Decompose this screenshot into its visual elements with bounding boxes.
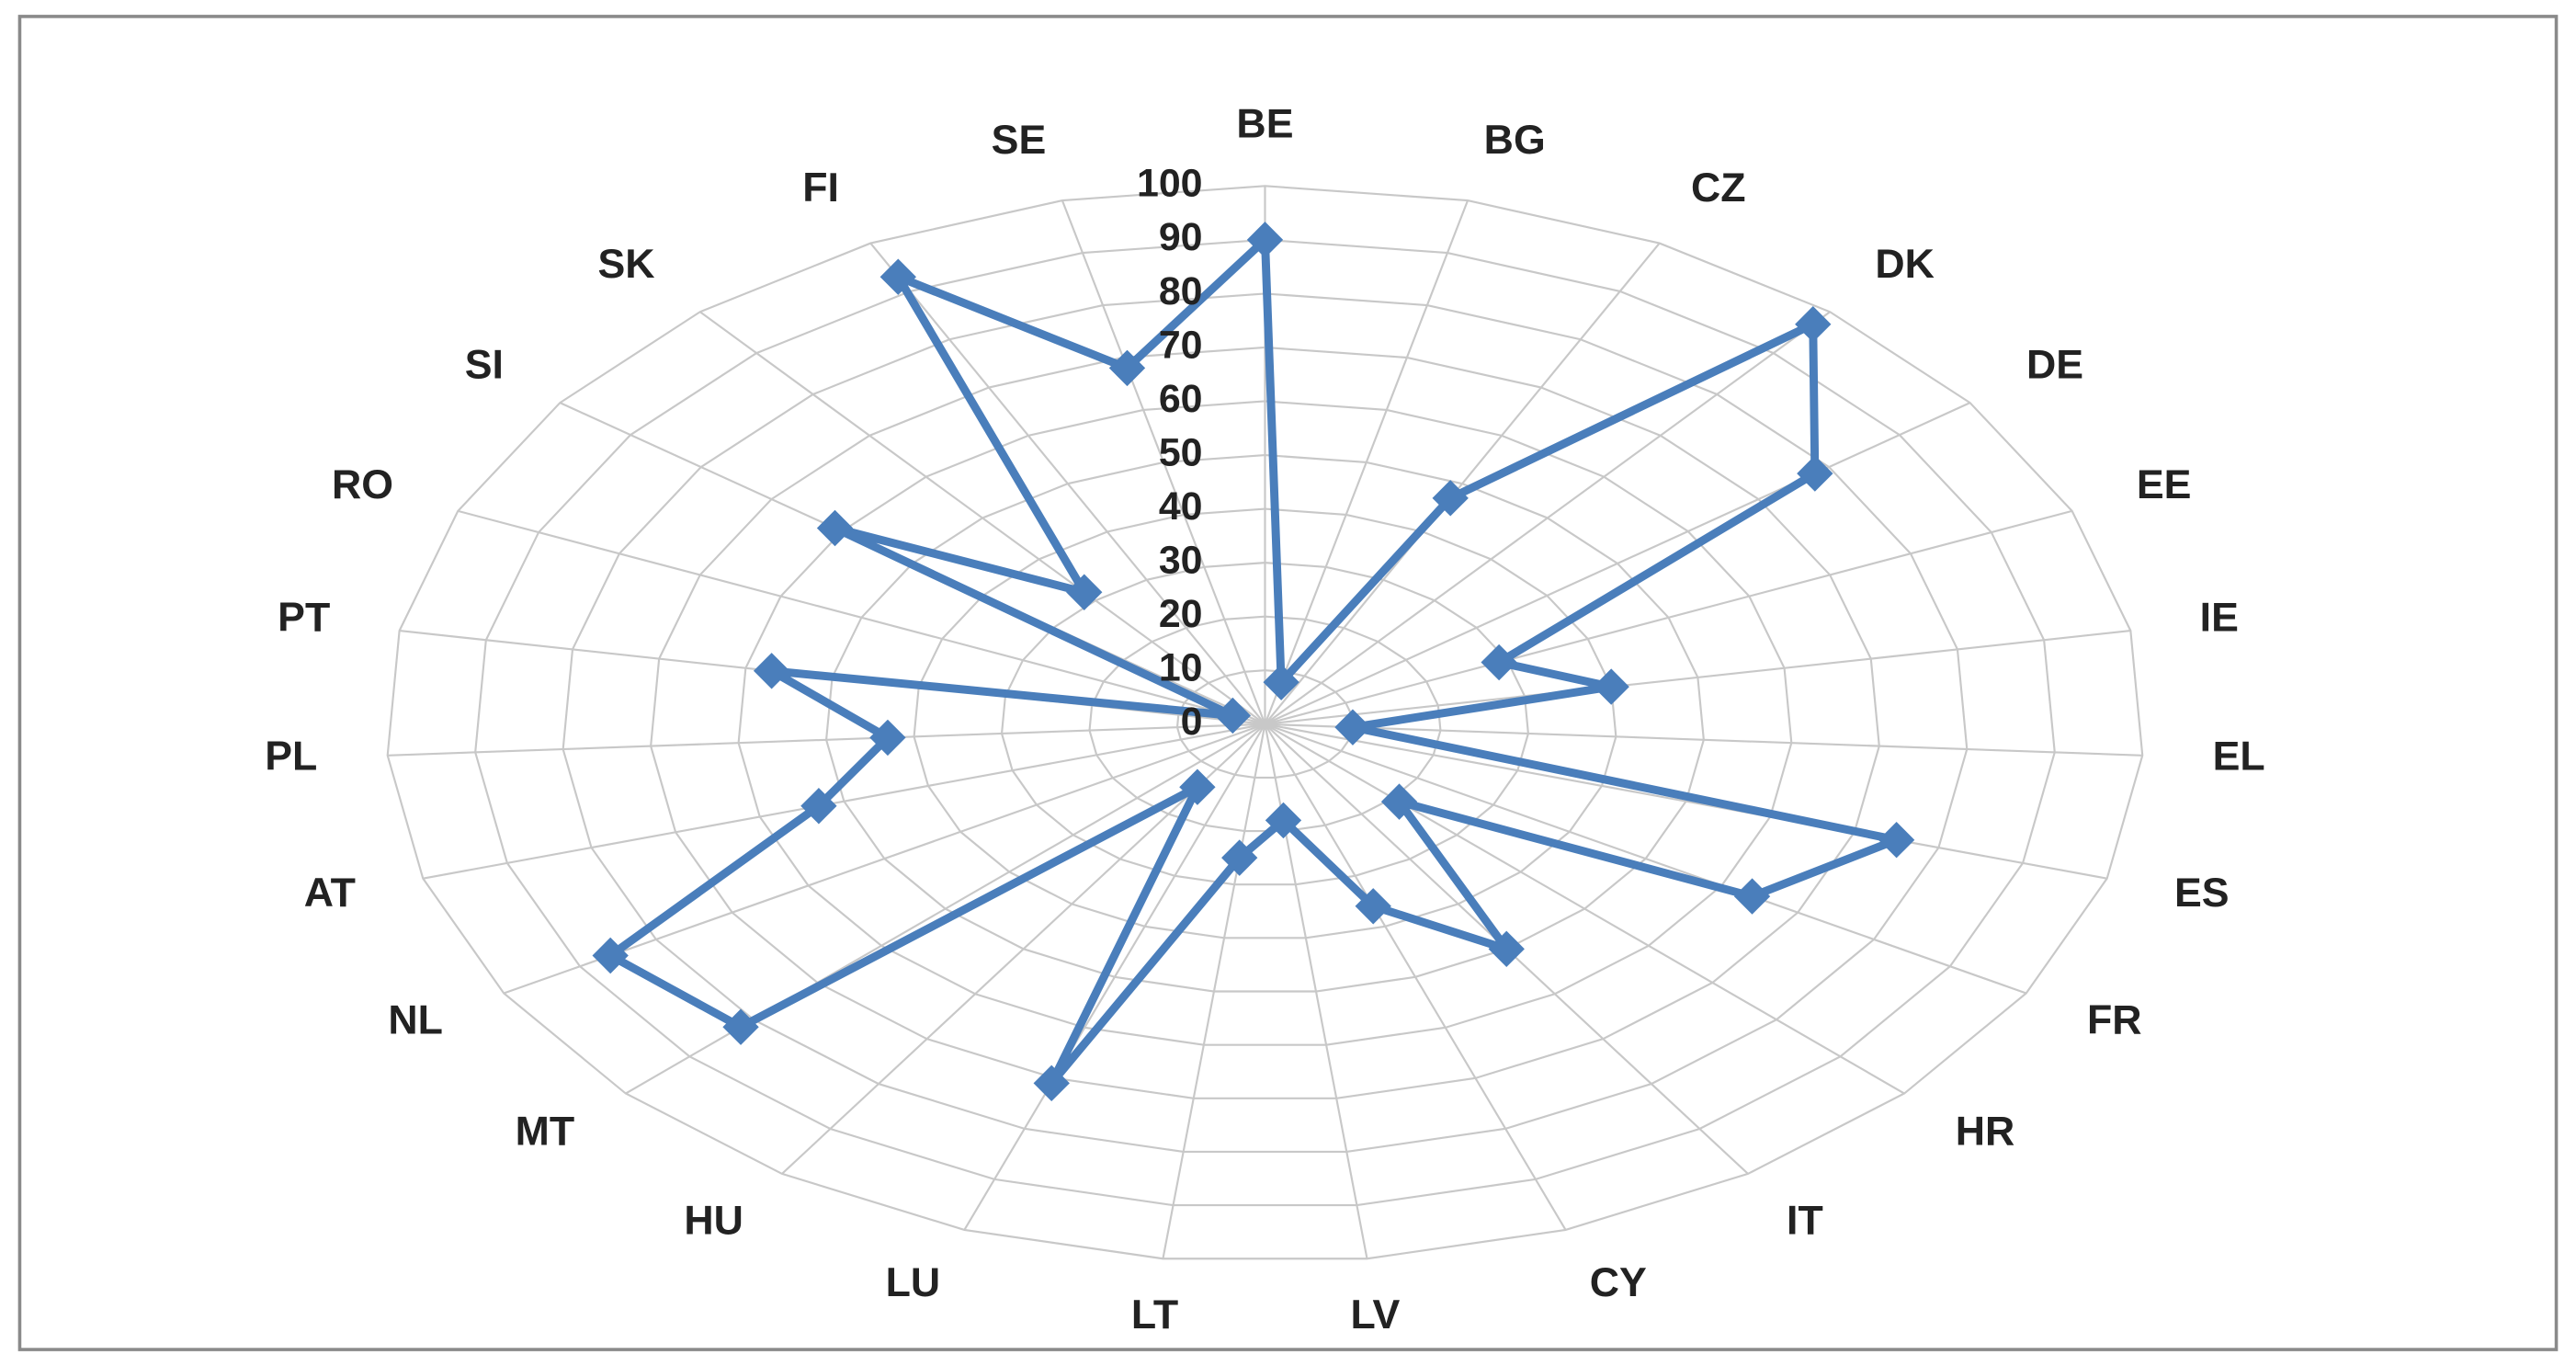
category-label: SI [465, 342, 504, 387]
data-marker [816, 509, 854, 547]
category-label: IT [1787, 1198, 1823, 1243]
grid-ring [1000, 562, 1529, 886]
spoke [1264, 242, 1661, 725]
data-marker [1108, 349, 1146, 387]
spoke [423, 723, 1265, 880]
data-marker [1380, 783, 1418, 820]
spoke [1264, 723, 1567, 1231]
category-label: ES [2174, 871, 2230, 916]
data-marker [1878, 821, 1915, 859]
grid-ring [737, 400, 1793, 1046]
spoke [1265, 723, 2027, 995]
r-tick-label: 80 [1159, 269, 1203, 313]
spoke [1264, 199, 1470, 725]
r-tick-label: 30 [1159, 538, 1203, 582]
data-marker [1733, 878, 1771, 915]
data-marker [753, 653, 790, 689]
series [592, 222, 1915, 1102]
spoke [963, 723, 1266, 1231]
category-label: DK [1875, 242, 1935, 287]
grid-ring [386, 185, 2144, 1260]
r-tick-label: 0 [1181, 700, 1203, 744]
spoke [1264, 723, 1905, 1095]
data-marker [1488, 930, 1525, 968]
data-marker [1221, 839, 1258, 876]
category-label: EE [2137, 462, 2192, 507]
data-marker [1214, 697, 1252, 734]
r-tick-label: 10 [1159, 646, 1203, 690]
data-marker [1797, 455, 1833, 492]
spoke [1265, 630, 2131, 725]
category-label: EL [2213, 734, 2265, 779]
grid-ring [474, 238, 2056, 1207]
grid-ring [562, 292, 1969, 1154]
category-label: LU [886, 1260, 941, 1305]
spoke [458, 509, 1265, 725]
category-label: HR [1956, 1110, 2015, 1155]
category-label: PT [278, 596, 330, 641]
data-marker [1263, 664, 1299, 700]
r-tick-label: 100 [1137, 162, 1203, 206]
spoke [1162, 723, 1266, 1259]
category-label: NL [388, 997, 443, 1042]
category-label: DE [2026, 342, 2083, 387]
grid-ring [650, 346, 1880, 1099]
category-label: SK [597, 242, 654, 287]
r-tick-label: 50 [1159, 430, 1203, 474]
data-marker [1795, 306, 1832, 343]
category-label: PL [265, 734, 317, 779]
category-label: CZ [1691, 165, 1746, 211]
spoke [1061, 199, 1266, 725]
r-tick-label: 70 [1159, 323, 1203, 367]
r-tick-label: 60 [1159, 377, 1203, 421]
data-marker [879, 258, 916, 295]
data-marker [800, 788, 837, 825]
data-marker [722, 1008, 759, 1045]
data-marker [1066, 574, 1103, 610]
spoke [1265, 723, 2143, 757]
r-tick-label: 20 [1159, 592, 1203, 636]
data-marker [1246, 222, 1284, 258]
series-line [606, 235, 1901, 1087]
category-label: FI [802, 165, 839, 211]
spoke [1265, 723, 2107, 880]
category-label: FR [2087, 997, 2142, 1042]
spoke [503, 723, 1265, 995]
category-label: AT [304, 871, 356, 916]
category-label: SE [992, 118, 1047, 163]
spoke [699, 311, 1266, 725]
data-marker [1355, 888, 1391, 925]
category-label: HU [684, 1198, 743, 1243]
spoke [781, 723, 1266, 1175]
data-marker [1179, 768, 1216, 805]
r-tick-label: 40 [1159, 484, 1203, 529]
category-label: MT [516, 1110, 575, 1155]
grid-ring [825, 453, 1705, 993]
spoke [1265, 402, 1971, 725]
category-label: RO [332, 462, 393, 507]
data-marker [1033, 1064, 1070, 1102]
labels: 0 10 20 30 40 50 60 70 80 90 100 BE BG CZ DK DE EE IE EL ES… [265, 102, 2265, 1338]
category-label: LT [1131, 1292, 1178, 1338]
category-label: BE [1236, 102, 1293, 147]
spoke [869, 242, 1266, 725]
r-tick-label: 90 [1159, 215, 1203, 259]
category-label: LV [1350, 1292, 1400, 1338]
data-marker [592, 937, 629, 974]
category-label: IE [2200, 596, 2239, 641]
spoke [1264, 311, 1831, 725]
spoke [387, 723, 1265, 757]
category-label: CY [1590, 1260, 1647, 1305]
category-label: BG [1484, 118, 1546, 163]
spoke [1265, 509, 2072, 725]
data-marker [869, 719, 906, 757]
